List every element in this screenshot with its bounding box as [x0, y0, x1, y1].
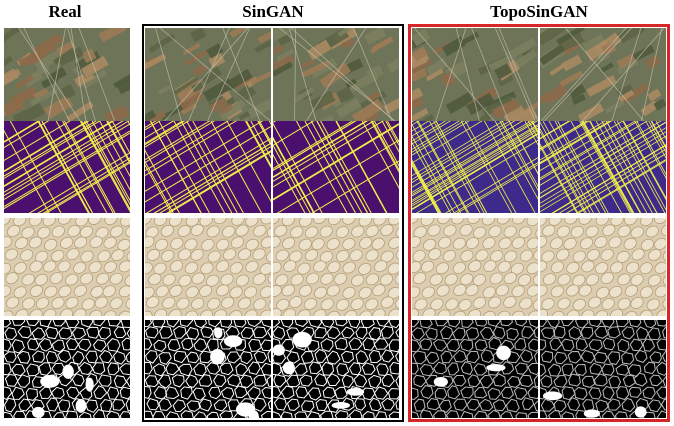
image-topo-2-satellite: [540, 28, 666, 121]
image-topo-1-satellite-mask: [412, 121, 538, 213]
image-topo-1-texture: [412, 218, 538, 316]
image-real-texture: [4, 218, 130, 316]
image-singan-2-satellite: [273, 28, 399, 121]
image-singan-1-satellite-mask: [145, 121, 271, 213]
image-topo-2-satellite-mask: [540, 121, 666, 213]
image-singan-1-cell-mask: [145, 320, 271, 418]
image-singan-1-texture: [145, 218, 271, 316]
image-topo-2-texture: [540, 218, 666, 316]
image-real-satellite: [4, 28, 130, 121]
image-topo-1-satellite: [412, 28, 538, 121]
image-real-cell-mask: [4, 320, 130, 418]
image-singan-1-satellite: [145, 28, 271, 121]
image-singan-2-satellite-mask: [273, 121, 399, 213]
image-singan-2-cell-mask: [273, 320, 399, 418]
column-title-toposingan: TopoSinGAN: [490, 2, 588, 21]
column-title-singan: SinGAN: [242, 2, 304, 21]
singan-frame: [142, 24, 404, 422]
column-title-real: Real: [48, 2, 82, 21]
image-real-satellite-mask: [4, 121, 130, 213]
image-topo-1-cell-mask: [412, 320, 538, 418]
toposingan-frame: [408, 24, 670, 422]
image-singan-2-texture: [273, 218, 399, 316]
image-topo-2-cell-mask: [540, 320, 666, 418]
